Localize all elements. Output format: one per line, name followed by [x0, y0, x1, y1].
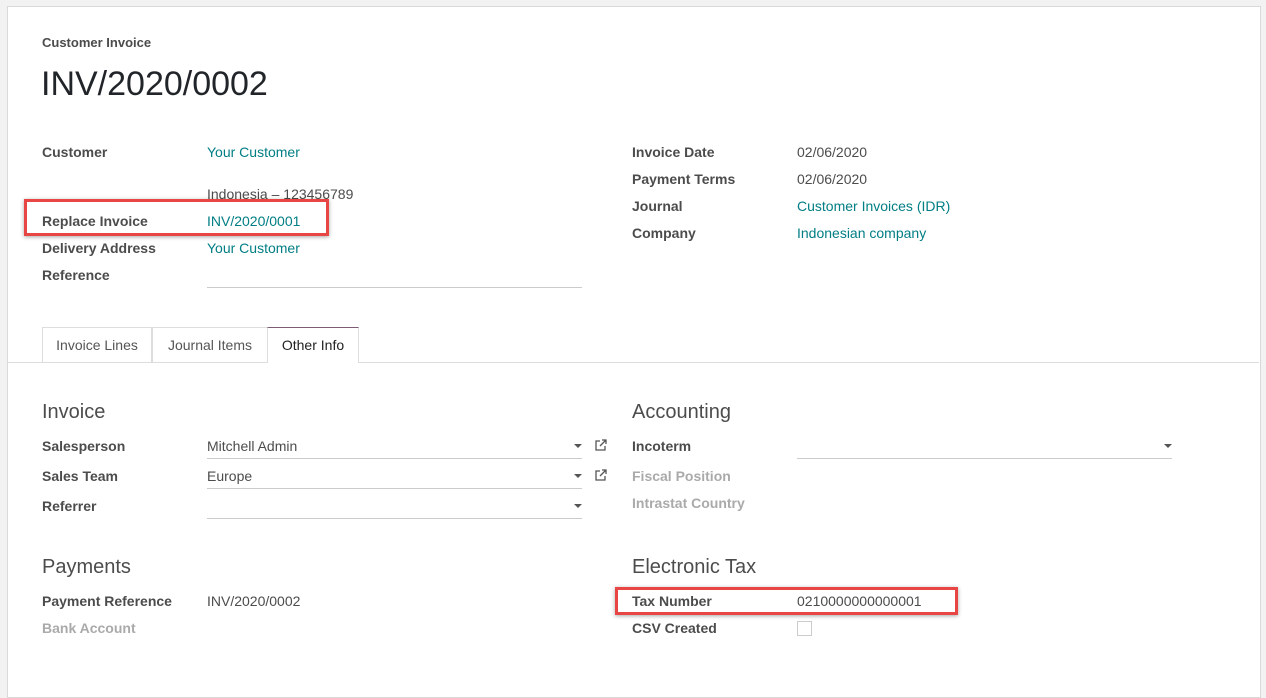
- tab-other-info[interactable]: Other Info: [267, 327, 359, 363]
- csv-created-checkbox[interactable]: [797, 621, 812, 636]
- company-link[interactable]: Indonesian company: [797, 225, 927, 241]
- intrastat-country-label: Intrastat Country: [632, 495, 745, 511]
- reference-input[interactable]: [207, 265, 582, 288]
- highlight-replace-invoice: [24, 199, 329, 236]
- salesperson-select[interactable]: Mitchell Admin: [207, 436, 582, 459]
- csv-created-label: CSV Created: [632, 620, 717, 636]
- form-subtitle: Customer Invoice: [42, 35, 152, 50]
- delivery-address-link[interactable]: Your Customer: [207, 240, 300, 256]
- customer-address: Indonesia – 123456789: [207, 186, 354, 202]
- invoice-section-title: Invoice: [42, 401, 106, 423]
- incoterm-select[interactable]: [797, 436, 1172, 459]
- delivery-address-label: Delivery Address: [42, 240, 156, 256]
- sales-team-label: Sales Team: [42, 468, 119, 484]
- chevron-down-icon: [574, 444, 582, 448]
- customer-link[interactable]: Your Customer: [207, 144, 300, 160]
- fiscal-position-label: Fiscal Position: [632, 468, 731, 484]
- incoterm-label: Incoterm: [632, 438, 692, 454]
- salesperson-label: Salesperson: [42, 438, 126, 454]
- chevron-down-icon: [1164, 444, 1172, 448]
- bank-account-label: Bank Account: [42, 620, 136, 636]
- payment-terms-value[interactable]: 02/06/2020: [797, 171, 868, 187]
- invoice-date-label: Invoice Date: [632, 144, 715, 160]
- external-link-icon[interactable]: [595, 439, 607, 451]
- accounting-section-title: Accounting: [632, 401, 731, 423]
- electronic-tax-section-title: Electronic Tax: [632, 556, 757, 578]
- sales-team-value: Europe: [207, 468, 253, 484]
- payment-terms-label: Payment Terms: [632, 171, 736, 187]
- replace-invoice-label: Replace Invoice: [42, 213, 148, 229]
- sales-team-select[interactable]: Europe: [207, 466, 582, 489]
- replace-invoice-link[interactable]: INV/2020/0001: [207, 213, 301, 229]
- chevron-down-icon: [574, 504, 582, 508]
- journal-label: Journal: [632, 198, 683, 214]
- payment-reference-label: Payment Reference: [42, 593, 172, 609]
- tab-invoice-lines[interactable]: Invoice Lines: [42, 327, 152, 362]
- referrer-label: Referrer: [42, 498, 97, 514]
- referrer-select[interactable]: [207, 496, 582, 519]
- tab-journal-items[interactable]: Journal Items: [152, 327, 268, 362]
- reference-label: Reference: [42, 267, 110, 283]
- chevron-down-icon: [574, 474, 582, 478]
- customer-label: Customer: [42, 144, 108, 160]
- tax-number-value[interactable]: 0210000000000001: [797, 593, 922, 609]
- tab-bar-divider: [7, 362, 1259, 363]
- salesperson-value: Mitchell Admin: [207, 438, 298, 454]
- payment-reference-value[interactable]: INV/2020/0002: [207, 593, 301, 609]
- payments-section-title: Payments: [42, 556, 131, 578]
- journal-link[interactable]: Customer Invoices (IDR): [797, 198, 951, 214]
- company-label: Company: [632, 225, 696, 241]
- invoice-date-value[interactable]: 02/06/2020: [797, 144, 868, 160]
- highlight-tax-number: [615, 587, 958, 615]
- external-link-icon[interactable]: [595, 469, 607, 481]
- tax-number-label: Tax Number: [632, 593, 712, 609]
- invoice-title: INV/2020/0002: [41, 65, 268, 103]
